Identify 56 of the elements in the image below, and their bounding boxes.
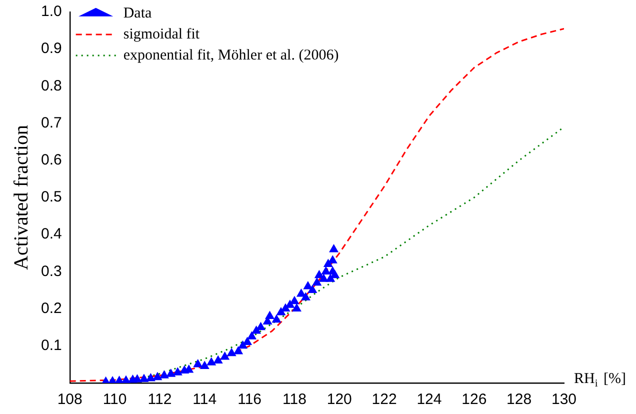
y-axis-title: Activated fraction [10,125,32,270]
point [213,355,223,364]
x-tick-label: 108 [57,391,82,408]
x-tick-label: 124 [416,391,442,408]
x-tick-label: 110 [102,391,127,408]
point [152,372,162,380]
y-tick-label: 0.4 [40,226,62,243]
x-tick-label: 126 [462,391,487,408]
point [206,357,216,366]
point [328,266,338,274]
x-tick-label: 130 [551,391,577,408]
x-tick-label: 128 [506,391,532,408]
y-tick-label: 0.7 [40,114,62,132]
point [252,326,262,334]
legend-label: exponential fit, Möhler et al. (2006) [123,47,339,64]
x-tick-label: 114 [192,391,217,408]
y-tick-label: 0.2 [40,300,62,317]
x-tick-label: 120 [326,391,352,408]
point [308,284,318,293]
point [242,336,252,345]
y-tick-label: 0.9 [40,40,62,58]
point [193,358,203,368]
y-tick-label: 0.1 [40,337,62,354]
y-tick-label: 0.3 [40,262,62,280]
point [272,314,282,323]
point [292,303,302,312]
point [276,307,286,316]
point [312,277,322,286]
x-tick-label: 112 [148,391,172,408]
point [166,368,176,377]
point [247,331,257,340]
point [256,322,266,330]
point [326,274,336,282]
y-tick-label: 1.0 [40,3,62,20]
point [234,346,244,354]
point [146,373,156,382]
x-tick-label: 116 [238,391,262,408]
point [290,296,300,304]
point [328,255,338,264]
legend-label: sigmoidal fit [123,26,200,42]
point [285,300,295,308]
x-tick-label: 122 [372,391,397,408]
point [139,374,149,382]
point [220,352,230,360]
y-tick-label: 0.6 [40,152,62,169]
point [264,310,275,319]
point [300,292,310,300]
point [172,367,182,376]
x-tick-label: 118 [282,391,306,408]
legend-label: Data [123,5,152,22]
point [329,244,339,252]
point [226,348,236,356]
point [159,370,169,378]
y-tick-label: 0.5 [40,188,62,206]
point [200,360,210,370]
y-tick-label: 0.8 [40,77,62,94]
